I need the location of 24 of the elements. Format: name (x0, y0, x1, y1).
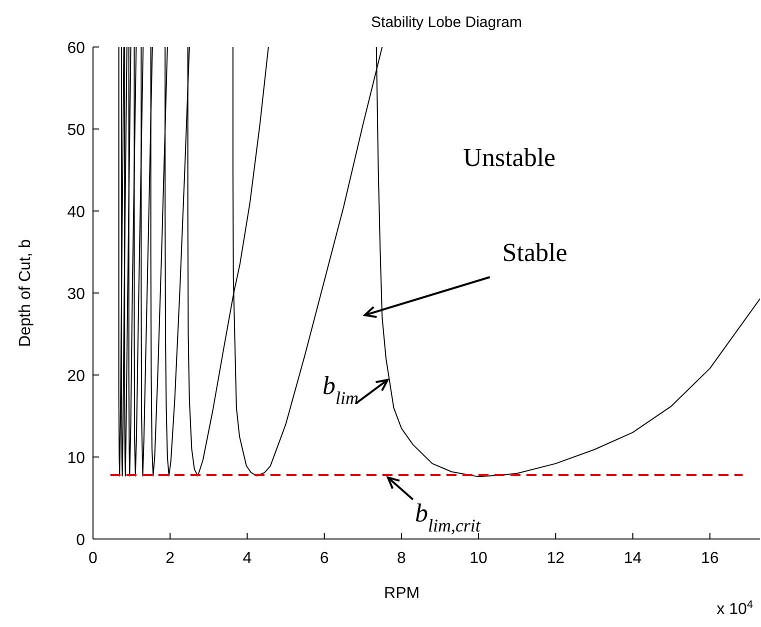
x-tick-label: 6 (320, 550, 329, 567)
y-tick-label: 20 (67, 368, 86, 385)
y-tick-label: 0 (76, 532, 86, 549)
x-tick-label: 8 (396, 550, 406, 567)
y-tick-label: 60 (67, 40, 86, 57)
y-tick-label: 30 (67, 286, 86, 303)
annotation: Unstable (463, 142, 556, 172)
x-tick-label: 16 (700, 550, 719, 567)
x-tick-label: 2 (166, 550, 175, 567)
y-tick-label: 10 (67, 450, 86, 467)
x-tick-label: 12 (546, 550, 565, 567)
chart-title: Stability Lobe Diagram (371, 14, 522, 31)
annotation: Stable (502, 238, 568, 268)
annotation: b$_{lim,crit}$ (414, 498, 482, 536)
x-tick-label: 10 (470, 550, 488, 567)
y-tick-label: 40 (67, 204, 86, 221)
annotation: b$_{lim}$ (322, 370, 359, 408)
x-axis-title: RPM (384, 585, 420, 602)
x-tick-label: 14 (624, 550, 642, 567)
y-axis-title: Depth of Cut, b (17, 239, 34, 347)
x-tick-label: 4 (242, 550, 252, 567)
y-tick-label: 50 (67, 122, 86, 139)
x-tick-label: 0 (88, 550, 98, 567)
text: x 10$^{4}$ (716, 599, 753, 618)
